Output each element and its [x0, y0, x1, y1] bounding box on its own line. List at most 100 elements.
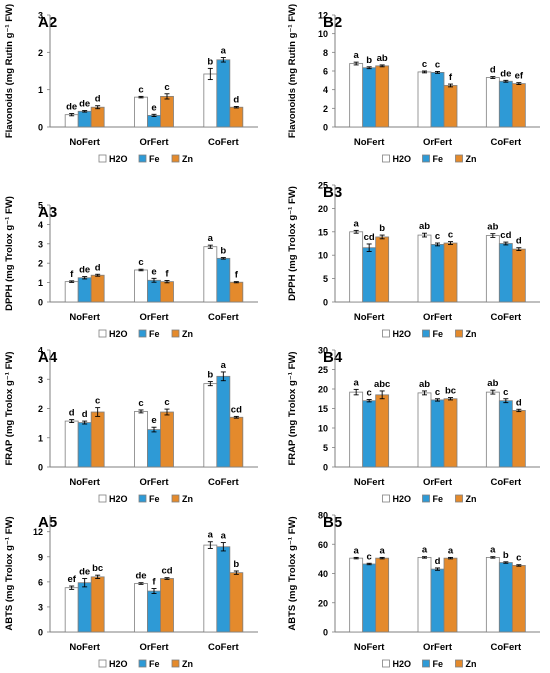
- bar-fe: [147, 279, 161, 303]
- significance-letter: bc: [92, 563, 103, 574]
- bar-zn: [229, 106, 244, 128]
- significance-letter: ef: [515, 71, 524, 82]
- category-label: NoFert: [69, 477, 100, 488]
- bar-h2o: [349, 391, 364, 468]
- bar-zn: [160, 411, 174, 468]
- y-tick-label: 20: [318, 598, 328, 608]
- y-tick-label: 12: [33, 527, 43, 537]
- y-tick-label: 6: [323, 67, 328, 77]
- bar-fe: [77, 110, 92, 128]
- y-tick-label: 9: [38, 552, 43, 562]
- category-label: OrFert: [139, 312, 169, 323]
- y-axis-label: FRAP (mg Trolox g⁻¹ FW): [4, 351, 15, 465]
- panel-label: A5: [38, 514, 57, 531]
- legend-label: H2O: [109, 154, 128, 164]
- significance-letter: c: [435, 387, 440, 398]
- significance-letter: e: [151, 266, 156, 277]
- legend-swatch-fe: [138, 329, 147, 338]
- category-label: CoFert: [208, 642, 239, 653]
- significance-letter: de: [79, 567, 90, 578]
- significance-letter: d: [69, 408, 75, 419]
- legend-label: Zn: [182, 154, 193, 164]
- y-tick-label: 20: [318, 385, 328, 395]
- significance-letter: a: [208, 530, 214, 541]
- bar-fe: [147, 115, 161, 128]
- significance-letter: c: [367, 388, 372, 399]
- significance-letter: a: [422, 545, 428, 556]
- significance-letter: a: [448, 545, 454, 556]
- legend-swatch-zn: [171, 659, 180, 668]
- y-tick-label: 1: [38, 433, 43, 443]
- significance-letter: d: [233, 94, 239, 105]
- significance-letter: a: [221, 531, 227, 542]
- y-tick-label: 25: [318, 365, 328, 375]
- legend-label: H2O: [393, 659, 412, 669]
- category-label: NoFert: [354, 312, 385, 323]
- legend-label: H2O: [393, 154, 412, 164]
- significance-letter: a: [221, 46, 227, 57]
- bar-fe: [147, 429, 161, 468]
- panel-label: B5: [323, 514, 342, 531]
- significance-letter: c: [95, 396, 100, 407]
- bar-fe: [498, 562, 513, 633]
- bar-h2o: [64, 420, 79, 468]
- panel-label: B3: [323, 184, 342, 201]
- bar-fe: [430, 72, 445, 128]
- category-label: NoFert: [354, 642, 385, 653]
- bar-zn: [229, 416, 244, 468]
- significance-letter: ef: [67, 574, 76, 585]
- significance-letter: f: [449, 72, 453, 83]
- legend-label: Zn: [182, 329, 193, 339]
- bar-fe: [77, 422, 92, 468]
- y-tick-label: 4: [38, 220, 43, 230]
- bar-fe: [147, 590, 161, 633]
- legend-label: Fe: [433, 659, 444, 669]
- legend-swatch-zn: [455, 659, 463, 668]
- y-tick-label: 15: [318, 227, 328, 237]
- significance-letter: b: [220, 246, 226, 257]
- bar-fe: [216, 59, 231, 128]
- y-tick-label: 20: [318, 204, 328, 214]
- legend-label: Zn: [466, 494, 477, 504]
- legend-swatch-h2o: [98, 329, 107, 338]
- y-axis-label: FRAP (mg Trolox g⁻¹ FW): [287, 351, 298, 465]
- significance-letter: c: [435, 231, 440, 242]
- bar-fe: [430, 244, 445, 303]
- bar-h2o: [134, 411, 148, 468]
- legend-swatch-h2o: [98, 494, 107, 503]
- category-label: CoFert: [491, 477, 522, 488]
- significance-letter: f: [70, 269, 74, 280]
- significance-letter: de: [135, 571, 146, 582]
- y-tick-label: 5: [38, 201, 43, 211]
- y-tick-label: 1: [38, 278, 43, 288]
- significance-letter: b: [503, 550, 509, 561]
- legend-label: Zn: [182, 494, 193, 504]
- bar-zn: [160, 95, 174, 128]
- legend-swatch-zn: [455, 154, 463, 163]
- category-label: OrFert: [139, 477, 169, 488]
- y-tick-label: 25: [318, 181, 328, 191]
- legend-swatch-fe: [138, 154, 147, 163]
- bar-fe: [430, 568, 445, 633]
- bar-zn: [90, 411, 105, 468]
- significance-letter: a: [490, 545, 496, 556]
- bar-h2o: [203, 73, 218, 128]
- y-tick-label: 0: [323, 463, 328, 473]
- y-tick-label: 2: [38, 259, 43, 269]
- legend-swatch-fe: [138, 659, 147, 668]
- bar-zn: [375, 236, 390, 303]
- bar-h2o: [417, 71, 432, 128]
- bar-zn: [160, 578, 174, 633]
- legend-label: Fe: [149, 154, 160, 164]
- y-tick-label: 0: [323, 123, 328, 133]
- significance-letter: a: [208, 233, 214, 244]
- y-tick-label: 6: [38, 577, 43, 587]
- significance-letter: de: [500, 68, 511, 79]
- bar-fe: [362, 400, 377, 468]
- legend-label: Fe: [149, 494, 160, 504]
- y-tick-label: 3: [38, 11, 43, 21]
- legend-label: Fe: [149, 329, 160, 339]
- y-tick-label: 12: [318, 11, 328, 21]
